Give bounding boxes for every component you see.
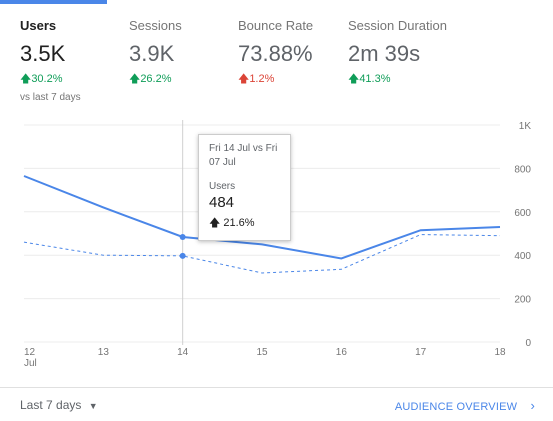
x-tick-label: 17 bbox=[415, 347, 427, 358]
tooltip-change: 🡅 21.6% bbox=[209, 217, 255, 229]
date-range-label: Last 7 days bbox=[20, 398, 82, 412]
arrow-up-icon: 🡅 bbox=[129, 73, 141, 85]
metric-change: 🡅30.2% bbox=[20, 73, 63, 85]
metric-value: 3.9K bbox=[129, 41, 175, 66]
x-tick-label: 15 bbox=[256, 347, 268, 358]
tooltip-title: Fri 14 Jul vs Fri 07 Jul bbox=[209, 143, 278, 168]
active-tab-indicator bbox=[0, 0, 107, 4]
metric-label: Session Duration bbox=[348, 18, 447, 33]
metric-change: 🡅26.2% bbox=[129, 73, 172, 85]
x-tick-sublabel: Jul bbox=[24, 358, 37, 369]
caret-down-icon: ▼ bbox=[88, 401, 98, 411]
comparison-note: vs last 7 days bbox=[20, 92, 81, 103]
metric-change: 🡅1.2% bbox=[238, 73, 275, 85]
metric-value: 3.5K bbox=[20, 41, 66, 66]
y-tick-label: 600 bbox=[514, 208, 531, 219]
current-period-point bbox=[179, 233, 186, 240]
metric-label: Bounce Rate bbox=[238, 18, 314, 33]
tooltip-metric: Users bbox=[209, 181, 236, 192]
previous-period-line bbox=[23, 234, 501, 274]
metric-value: 73.88% bbox=[238, 41, 313, 66]
arrow-up-icon: 🡅 bbox=[348, 73, 360, 85]
x-tick-label: 16 bbox=[336, 347, 348, 358]
metric-users[interactable]: Users 3.5K 🡅30.2% vs last 7 days bbox=[20, 18, 81, 103]
metric-value: 2m 39s bbox=[348, 41, 421, 66]
y-tick-label: 1K bbox=[519, 121, 532, 132]
y-tick-label: 0 bbox=[525, 338, 531, 349]
audience-overview-link[interactable]: AUDIENCE OVERVIEW › bbox=[395, 398, 535, 413]
arrow-up-icon: 🡅 bbox=[238, 73, 250, 85]
metric-sessions[interactable]: Sessions 3.9K 🡅26.2% bbox=[129, 18, 182, 89]
chart-tooltip: Fri 14 Jul vs Fri 07 Jul Users 484 🡅 21.… bbox=[198, 134, 291, 241]
arrow-up-icon: 🡅 bbox=[209, 217, 221, 229]
x-tick-label: 18 bbox=[494, 347, 506, 358]
x-tick-label: 12 bbox=[24, 347, 36, 358]
date-range-dropdown[interactable]: Last 7 days ▼ bbox=[20, 398, 98, 412]
footer-divider bbox=[0, 387, 553, 388]
x-tick-label: 13 bbox=[98, 347, 110, 358]
metric-session-duration[interactable]: Session Duration 2m 39s 🡅41.3% bbox=[348, 18, 447, 89]
x-tick-label: 14 bbox=[177, 347, 189, 358]
tooltip-value: 484 bbox=[209, 194, 235, 211]
current-period-line bbox=[23, 175, 501, 260]
metric-change: 🡅41.3% bbox=[348, 73, 391, 85]
chevron-right-icon: › bbox=[530, 398, 535, 413]
metric-bounce-rate[interactable]: Bounce Rate 73.88% 🡅1.2% bbox=[238, 18, 313, 89]
metric-label: Users bbox=[20, 18, 57, 33]
arrow-up-icon: 🡅 bbox=[20, 73, 32, 85]
y-tick-label: 800 bbox=[514, 164, 531, 175]
audience-overview-label: AUDIENCE OVERVIEW bbox=[394, 401, 518, 413]
previous-period-point bbox=[179, 252, 186, 259]
y-tick-label: 200 bbox=[514, 295, 531, 306]
y-tick-label: 400 bbox=[514, 251, 531, 262]
metric-label: Sessions bbox=[129, 18, 182, 33]
